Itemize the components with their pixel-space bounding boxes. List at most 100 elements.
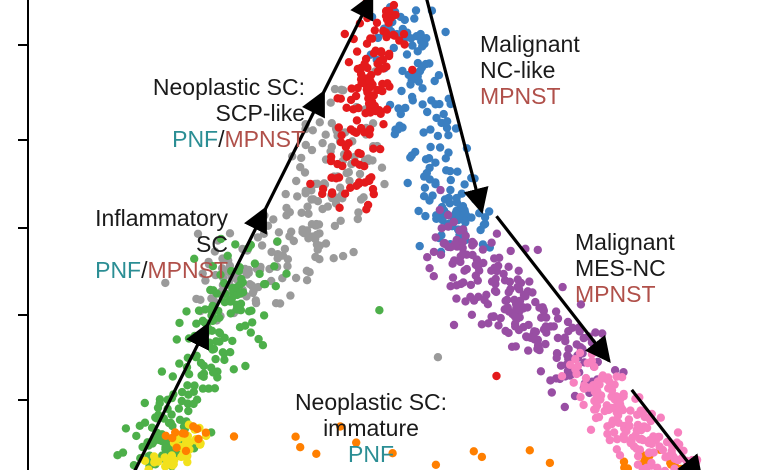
point-green bbox=[206, 285, 215, 295]
point-gray bbox=[259, 229, 269, 238]
point-blue bbox=[406, 153, 415, 162]
point-red bbox=[372, 18, 382, 27]
point-pink bbox=[670, 464, 679, 470]
point-orange bbox=[336, 422, 345, 431]
point-blue bbox=[425, 196, 434, 205]
point-green bbox=[140, 398, 149, 408]
point-orange bbox=[352, 438, 361, 447]
point-purple bbox=[429, 272, 438, 281]
point-gray bbox=[301, 189, 310, 198]
point-gray bbox=[364, 154, 373, 163]
point-blue bbox=[422, 34, 431, 43]
point-gray bbox=[353, 214, 362, 224]
point-pink bbox=[565, 360, 575, 369]
point-gray bbox=[304, 234, 313, 243]
point-purple bbox=[506, 246, 515, 256]
point-blue bbox=[453, 167, 462, 176]
point-pink bbox=[604, 405, 613, 415]
point-gray bbox=[312, 230, 321, 240]
tag-pnf: PNF bbox=[95, 257, 141, 283]
point-gray bbox=[335, 183, 345, 192]
point-purple bbox=[511, 299, 521, 309]
point-purple bbox=[482, 290, 491, 299]
point-gray bbox=[355, 169, 365, 179]
point-red bbox=[379, 26, 388, 36]
point-gray bbox=[292, 176, 301, 186]
point-blue bbox=[406, 80, 415, 89]
point-blue bbox=[389, 43, 398, 53]
point-green bbox=[235, 280, 245, 289]
point-blue bbox=[406, 34, 416, 43]
point-gray bbox=[349, 247, 358, 257]
stray-point bbox=[477, 320, 487, 329]
point-purple bbox=[504, 288, 513, 297]
point-gray bbox=[336, 216, 345, 225]
point-red bbox=[369, 91, 378, 100]
point-purple bbox=[490, 254, 499, 263]
point-gray bbox=[267, 247, 276, 257]
point-green bbox=[199, 369, 209, 378]
point-purple bbox=[468, 250, 477, 260]
point-purple bbox=[522, 332, 531, 341]
tag-mpnst: MPNST bbox=[480, 83, 561, 109]
point-blue bbox=[431, 100, 440, 109]
point-orange bbox=[172, 443, 181, 452]
point-gray bbox=[318, 138, 327, 148]
arrow-mid-to-bottom-right bbox=[630, 388, 704, 470]
point-pink bbox=[642, 423, 652, 433]
point-gray bbox=[321, 130, 330, 139]
label-line: Inflammatory bbox=[95, 205, 228, 231]
point-pink bbox=[591, 413, 601, 423]
point-green bbox=[192, 395, 202, 404]
point-red bbox=[371, 106, 380, 116]
point-pink bbox=[572, 369, 581, 379]
point-yellow bbox=[167, 451, 176, 460]
point-purple bbox=[510, 319, 520, 329]
point-green bbox=[155, 399, 164, 408]
point-pink bbox=[645, 436, 654, 445]
point-red bbox=[344, 139, 353, 148]
point-blue bbox=[418, 100, 427, 109]
point-blue bbox=[422, 168, 431, 178]
point-green bbox=[215, 329, 225, 338]
point-purple bbox=[441, 240, 450, 249]
point-red bbox=[344, 58, 354, 67]
point-green bbox=[168, 372, 177, 381]
point-green bbox=[189, 387, 198, 396]
point-blue bbox=[419, 128, 428, 137]
cluster-purple bbox=[423, 185, 628, 412]
label-tags: MPNST bbox=[575, 281, 656, 307]
point-blue bbox=[435, 143, 445, 152]
point-gray bbox=[330, 221, 340, 231]
point-red bbox=[369, 144, 378, 153]
point-blue bbox=[442, 123, 452, 133]
point-purple bbox=[563, 317, 573, 327]
point-pink bbox=[575, 348, 585, 358]
point-purple bbox=[484, 319, 493, 328]
point-orange bbox=[229, 432, 239, 441]
point-blue bbox=[408, 41, 417, 50]
point-blue bbox=[403, 178, 412, 188]
point-purple bbox=[533, 344, 542, 354]
point-green bbox=[270, 262, 279, 271]
point-purple bbox=[591, 328, 600, 337]
point-gray bbox=[244, 268, 253, 278]
point-red bbox=[336, 94, 345, 103]
point-purple bbox=[461, 231, 470, 241]
point-orange bbox=[623, 464, 632, 470]
arrow-top-to-mid bbox=[425, 0, 489, 214]
point-green bbox=[226, 348, 235, 357]
point-pink bbox=[569, 378, 578, 387]
point-green bbox=[184, 370, 194, 379]
point-orange bbox=[291, 432, 300, 441]
point-green bbox=[282, 269, 291, 278]
point-gray bbox=[271, 299, 281, 308]
cluster-red bbox=[306, 0, 417, 214]
point-purple bbox=[541, 339, 550, 349]
label-line: Neoplastic SC: bbox=[295, 389, 447, 415]
point-purple bbox=[499, 269, 508, 279]
point-green bbox=[190, 381, 199, 390]
point-green bbox=[132, 431, 141, 441]
point-green bbox=[216, 270, 225, 279]
